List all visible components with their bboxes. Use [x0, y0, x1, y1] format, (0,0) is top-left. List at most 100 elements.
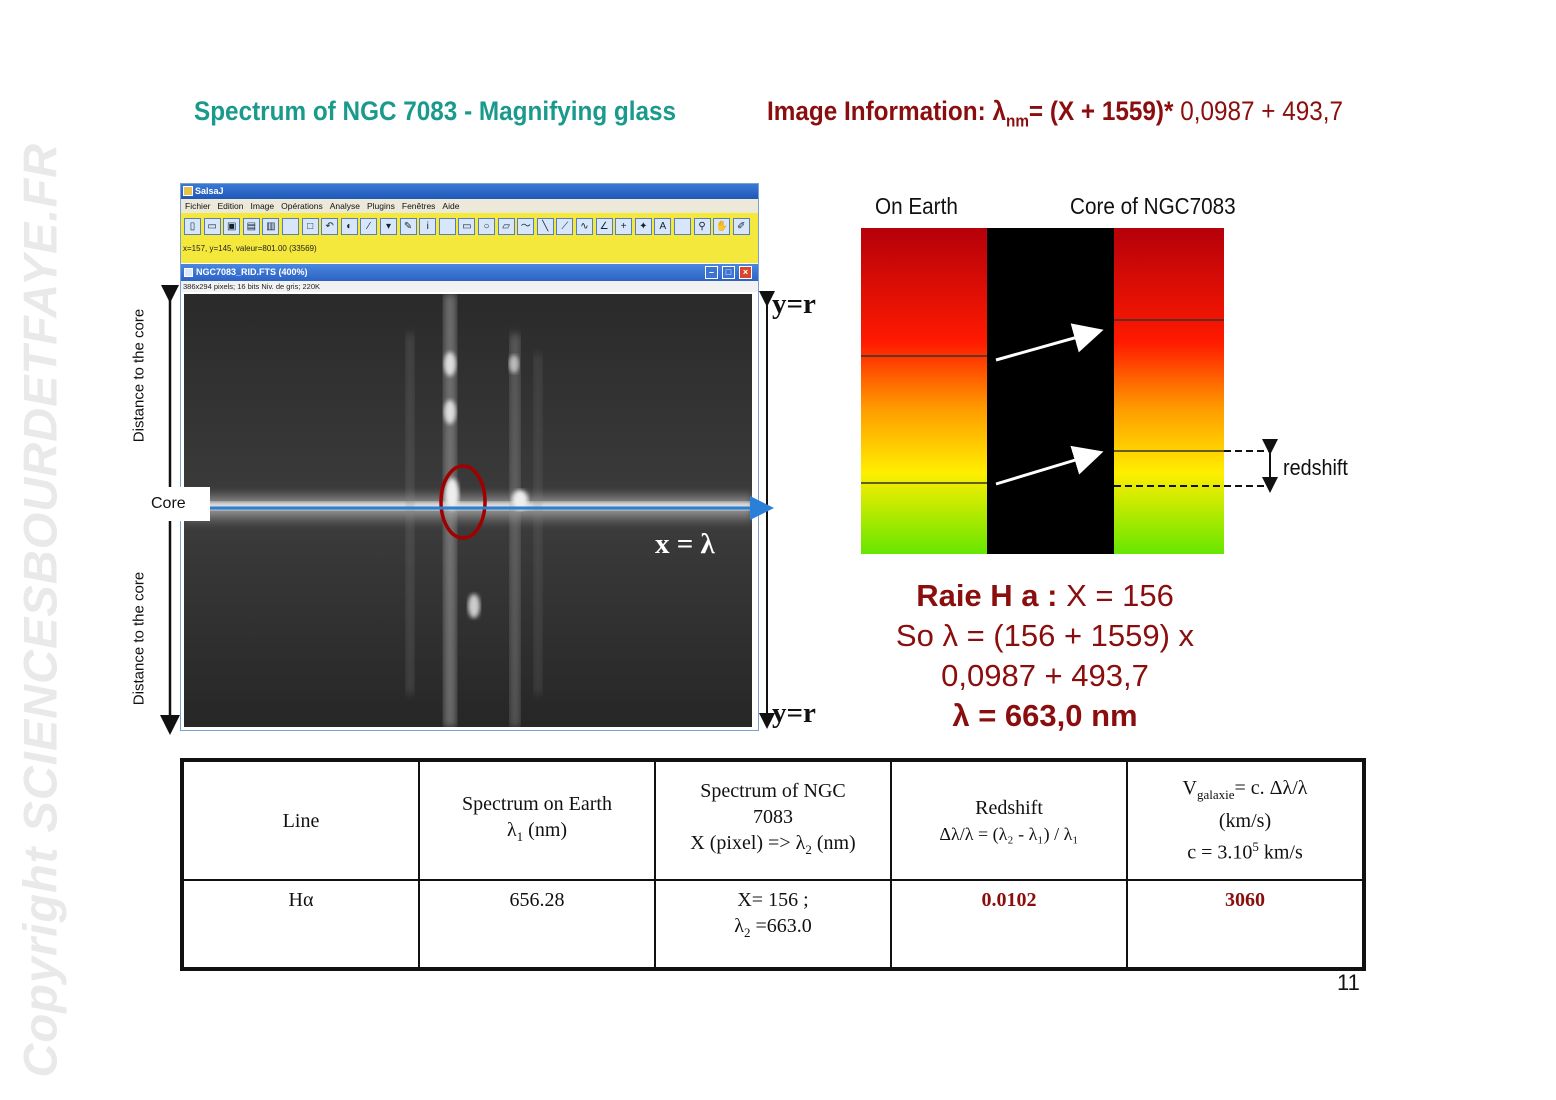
- cell-ngc: X= 156 ; λ2 =663.0: [654, 879, 892, 970]
- calc-line-1: Raie H a : X = 156: [845, 578, 1245, 614]
- blank-icon[interactable]: [438, 218, 456, 235]
- cell-velocity: 3060: [1126, 879, 1365, 970]
- wand-tool-icon[interactable]: ✦: [634, 218, 652, 235]
- wand-icon[interactable]: ⁄: [360, 218, 378, 235]
- print-icon[interactable]: ▤: [242, 218, 260, 235]
- rect-icon[interactable]: □: [301, 218, 319, 235]
- distance-label-bottom: Distance to the core: [130, 571, 148, 706]
- contrast-icon[interactable]: ◐: [340, 218, 358, 235]
- minimize-button[interactable]: –: [705, 266, 718, 279]
- app-logo-icon: [183, 186, 193, 196]
- redshift-diagram: [861, 228, 1278, 554]
- toolbar: ▯ ▭ ▣ ▤ ▥ □ ↶ ◐ ⁄ ▾ ✎ i ▭ ○ ▱ 〜 ╲ ⟋ ∿ ∠ + ✦ A ⚲ ✋ ✐: [181, 213, 758, 241]
- calc-result: λ = 663,0 nm: [952, 698, 1138, 733]
- menu-item-0[interactable]: Fichier: [185, 201, 211, 211]
- c-exponent: 5: [1252, 839, 1259, 855]
- redshift-label: redshift: [1283, 455, 1348, 480]
- redshift-table: Line Spectrum on Earth λ1 (nm) Spectrum …: [180, 758, 1366, 971]
- menu-item-5[interactable]: Plugins: [366, 201, 395, 211]
- polygon-tool-icon[interactable]: ▱: [497, 218, 515, 235]
- line-tool-icon[interactable]: ╲: [536, 218, 554, 235]
- header-ngc-3-pre: X (pixel) => λ: [690, 832, 806, 854]
- calc-line-2: So λ = (156 + 1559) x: [895, 618, 1195, 653]
- lambda2-symbol: λ: [734, 915, 744, 937]
- rectangle-tool-icon[interactable]: ▭: [458, 218, 476, 235]
- c-value: c = 3.10: [1187, 841, 1253, 864]
- header-ngc-2: 7083: [753, 806, 793, 828]
- menu-item-3[interactable]: Opérations: [281, 201, 323, 211]
- x-equals-lambda: x = λ: [655, 528, 715, 560]
- open-icon[interactable]: ▭: [203, 218, 221, 235]
- distance-label-top: Distance to the core: [130, 308, 148, 443]
- core-galaxy-label: Core of NGC7083: [1070, 193, 1236, 219]
- menu-item-7[interactable]: Aide: [442, 201, 460, 211]
- table-header-row: Line Spectrum on Earth λ1 (nm) Spectrum …: [181, 759, 1365, 881]
- status-line: x=157, y=145, valeur=801.00 (33569): [181, 241, 758, 263]
- header-ngc: Spectrum of NGC 7083 X (pixel) => λ2 (nm…: [654, 759, 892, 881]
- eyedropper-icon[interactable]: ✎: [399, 218, 417, 235]
- formula-subscript: nm: [1005, 111, 1029, 131]
- copyright-watermark: Copyright SCIENCESBOURDETFAYE.FR: [13, 142, 67, 1078]
- new-doc-icon[interactable]: ▯: [184, 218, 201, 235]
- blank-icon[interactable]: [282, 218, 299, 235]
- header-earth-top: Spectrum on Earth: [462, 793, 612, 815]
- save-icon[interactable]: ▣: [223, 218, 241, 235]
- spectrum-image: [184, 294, 752, 727]
- freehand-tool-icon[interactable]: 〜: [517, 218, 535, 235]
- black-gap: [987, 228, 1114, 554]
- lambda2-sub: 2: [743, 925, 751, 940]
- lambda1-unit: (nm): [523, 819, 568, 841]
- cell-redshift: 0.0102: [890, 879, 1128, 970]
- menu-item-4[interactable]: Analyse: [329, 201, 360, 211]
- salsaj-window: SalsaJ Fichier Edition Image Opérations Anal…: [180, 183, 759, 731]
- header-redshift-top: Redshift: [975, 796, 1043, 819]
- segmented-line-icon[interactable]: ⟋: [556, 218, 574, 235]
- oval-tool-icon[interactable]: ○: [478, 218, 495, 235]
- calc-line-1-rest: X = 156: [1057, 578, 1174, 613]
- earth-spectrum-band: [861, 228, 987, 554]
- maximize-button[interactable]: □: [722, 266, 735, 279]
- h-alpha-marker: [439, 464, 487, 540]
- undo-icon[interactable]: ↶: [321, 218, 339, 235]
- angle-icon[interactable]: ∠: [595, 218, 613, 235]
- hand-icon[interactable]: ✋: [713, 218, 731, 235]
- lambda2-value: =663.0: [750, 915, 812, 937]
- menu-item-6[interactable]: Fenêtres: [401, 201, 436, 211]
- header-line: Line: [181, 759, 420, 881]
- calc-line-1-bold: Raie H a :: [916, 578, 1058, 613]
- core-label: Core: [138, 487, 210, 521]
- page-number: 11: [1337, 970, 1360, 995]
- header-ngc-1: Spectrum of NGC: [700, 780, 846, 802]
- point-icon[interactable]: +: [615, 218, 633, 235]
- cell-lambda2: λ2 =663.0: [662, 913, 884, 946]
- formula-bold-part: = (X + 1559)*: [1028, 96, 1174, 126]
- image-window-title-bar: NGC7083_RID.FTS (400%) – □ ×: [181, 264, 758, 281]
- freeline-icon[interactable]: ∿: [576, 218, 593, 235]
- formula-title: Image Information: λnm= (X + 1559)* 0,09…: [767, 96, 1343, 131]
- spectrum-annotation-lines: [160, 285, 775, 735]
- pencil-icon[interactable]: ✐: [732, 218, 750, 235]
- menu-bar: Fichier Edition Image Opérations Analyse Plug…: [181, 199, 758, 213]
- app-title: SalsaJ: [195, 186, 224, 196]
- blank-icon[interactable]: [674, 218, 691, 235]
- image-window-icon: [184, 268, 193, 277]
- magnifier-icon[interactable]: ⚲: [693, 218, 711, 235]
- table-row: Hα 656.28 X= 156 ; λ2 =663.0 0.0102 3060: [181, 879, 1365, 970]
- cell-earth: 656.28: [418, 879, 656, 970]
- menu-item-1[interactable]: Edition: [217, 201, 244, 211]
- edit-icon[interactable]: ▥: [262, 218, 280, 235]
- header-ngc-3: X (pixel) => λ2 (nm): [662, 830, 884, 863]
- image-info: 386x294 pixels; 16 bits Niv. de gris; 22…: [181, 281, 758, 292]
- info-icon[interactable]: i: [419, 218, 437, 235]
- header-redshift: Redshift Δλ/λ = (λ₂ - λ₁) / λ₁: [890, 759, 1128, 881]
- cell-x-value: X= 156 ;: [737, 889, 809, 911]
- menu-item-2[interactable]: Image: [250, 201, 275, 211]
- brush-icon[interactable]: ▾: [380, 218, 397, 235]
- header-velocity-unit: (km/s): [1218, 810, 1272, 833]
- image-window-title: NGC7083_RID.FTS (400%): [196, 267, 308, 277]
- header-earth-bottom: λ1 (nm): [426, 817, 648, 850]
- v-sub: galaxie: [1196, 787, 1235, 803]
- header-line-text: Line: [282, 809, 320, 832]
- text-tool-icon[interactable]: A: [654, 218, 672, 235]
- close-button[interactable]: ×: [739, 266, 752, 279]
